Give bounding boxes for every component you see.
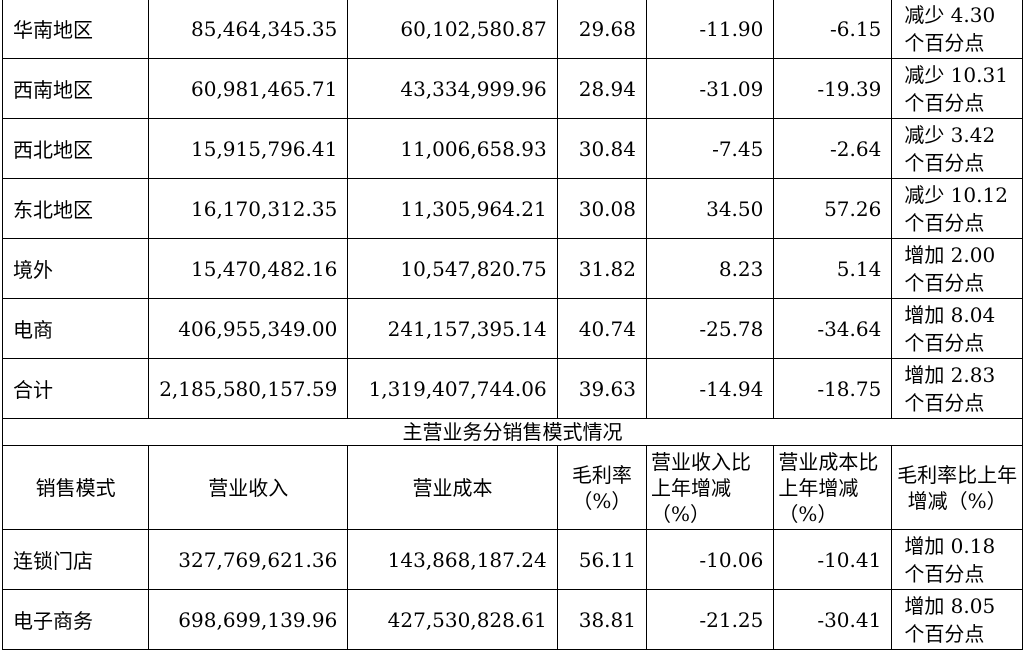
cost-yoy-cell: -34.64 [773, 298, 893, 359]
section-row: 主营业务分销售模式情况 [2, 418, 1023, 446]
revenue-cell: 406,955,349.00 [148, 298, 349, 359]
header-margin: 毛利率（%） [556, 445, 648, 530]
cost-cell: 11,305,964.21 [347, 178, 558, 239]
revenue-cell: 15,915,796.41 [148, 118, 349, 179]
margin-change-cell: 减少 10.12 个百分点 [891, 178, 1023, 239]
header-cost: 营业成本 [347, 445, 558, 530]
table-row: 西南地区 60,981,465.71 43,334,999.96 28.94 -… [1, 58, 1023, 119]
margin-cell: 56.11 [556, 529, 648, 590]
cost-yoy-cell: -2.64 [773, 118, 893, 179]
margin-cell: 29.68 [556, 0, 648, 59]
revenue-cell: 85,464,345.35 [148, 0, 349, 59]
mode-name: 连锁门店 [1, 529, 150, 590]
region-name: 电商 [1, 298, 150, 359]
header-revenue: 营业收入 [148, 445, 349, 530]
table-row: 华南地区 85,464,345.35 60,102,580.87 29.68 -… [1, 0, 1023, 59]
cost-cell: 43,334,999.96 [347, 58, 558, 119]
cost-cell: 143,868,187.24 [347, 529, 558, 590]
section-title: 主营业务分销售模式情况 [2, 418, 1023, 446]
header-row: 销售模式 营业收入 营业成本 毛利率（%） 营业收入比上年增减（%） 营业成本比… [1, 445, 1023, 530]
revenue-yoy-cell: -14.94 [645, 358, 775, 419]
cost-yoy-cell: -6.15 [773, 0, 893, 59]
margin-cell: 30.84 [556, 118, 648, 179]
table-row: 境外 15,470,482.16 10,547,820.75 31.82 8.2… [1, 238, 1023, 299]
margin-cell: 28.94 [556, 58, 648, 119]
region-name: 华南地区 [1, 0, 150, 59]
revenue-cell: 327,769,621.36 [148, 529, 349, 590]
table-row: 东北地区 16,170,312.35 11,305,964.21 30.08 3… [1, 178, 1023, 239]
revenue-cell: 2,185,580,157.59 [148, 358, 349, 419]
total-row: 合计 2,185,580,157.59 1,319,407,744.06 39.… [1, 358, 1023, 419]
revenue-yoy-cell: -7.45 [645, 118, 775, 179]
region-name: 合计 [1, 358, 150, 419]
table-row: 电子商务 698,699,139.96 427,530,828.61 38.81… [1, 589, 1023, 650]
margin-cell: 30.08 [556, 178, 648, 239]
region-name: 境外 [1, 238, 150, 299]
region-name: 西南地区 [1, 58, 150, 119]
revenue-cell: 698,699,139.96 [148, 589, 349, 650]
cost-yoy-cell: -30.41 [773, 589, 893, 650]
cost-yoy-cell: -19.39 [773, 58, 893, 119]
margin-cell: 39.63 [556, 358, 648, 419]
cost-yoy-cell: 5.14 [773, 238, 893, 299]
revenue-yoy-cell: -31.09 [645, 58, 775, 119]
cost-cell: 1,319,407,744.06 [347, 358, 558, 419]
cost-cell: 60,102,580.87 [347, 0, 558, 59]
margin-change-cell: 减少 4.30 个百分点 [891, 0, 1023, 59]
cost-cell: 427,530,828.61 [347, 589, 558, 650]
revenue-yoy-cell: -25.78 [645, 298, 775, 359]
header-mode: 销售模式 [1, 445, 150, 530]
revenue-cell: 15,470,482.16 [148, 238, 349, 299]
header-margin-change: 毛利率比上年增减（%） [891, 445, 1023, 530]
revenue-yoy-cell: -21.25 [645, 589, 775, 650]
mode-name: 电子商务 [1, 589, 150, 650]
margin-change-cell: 增加 8.04 个百分点 [891, 298, 1023, 359]
cost-yoy-cell: 57.26 [773, 178, 893, 239]
margin-cell: 31.82 [556, 238, 648, 299]
cost-cell: 10,547,820.75 [347, 238, 558, 299]
revenue-yoy-cell: 34.50 [645, 178, 775, 239]
margin-change-cell: 增加 2.00 个百分点 [891, 238, 1023, 299]
revenue-yoy-cell: 8.23 [645, 238, 775, 299]
revenue-yoy-cell: -11.90 [645, 0, 775, 59]
revenue-yoy-cell: -10.06 [645, 529, 775, 590]
table-row: 连锁门店 327,769,621.36 143,868,187.24 56.11… [1, 529, 1023, 590]
margin-cell: 40.74 [556, 298, 648, 359]
header-revenue-yoy: 营业收入比上年增减（%） [645, 445, 775, 530]
cost-cell: 11,006,658.93 [347, 118, 558, 179]
cost-yoy-cell: -18.75 [773, 358, 893, 419]
table-row: 西北地区 15,915,796.41 11,006,658.93 30.84 -… [1, 118, 1023, 179]
margin-change-cell: 增加 8.05 个百分点 [891, 589, 1023, 650]
margin-change-cell: 减少 3.42 个百分点 [891, 118, 1023, 179]
margin-cell: 38.81 [556, 589, 648, 650]
revenue-cell: 16,170,312.35 [148, 178, 349, 239]
table-row: 电商 406,955,349.00 241,157,395.14 40.74 -… [1, 298, 1023, 359]
revenue-cell: 60,981,465.71 [148, 58, 349, 119]
cost-cell: 241,157,395.14 [347, 298, 558, 359]
margin-change-cell: 增加 0.18 个百分点 [891, 529, 1023, 590]
region-name: 东北地区 [1, 178, 150, 239]
cost-yoy-cell: -10.41 [773, 529, 893, 590]
margin-change-cell: 增加 2.83 个百分点 [891, 358, 1023, 419]
region-name: 西北地区 [1, 118, 150, 179]
header-cost-yoy: 营业成本比上年增减（%） [773, 445, 893, 530]
margin-change-cell: 减少 10.31 个百分点 [891, 58, 1023, 119]
